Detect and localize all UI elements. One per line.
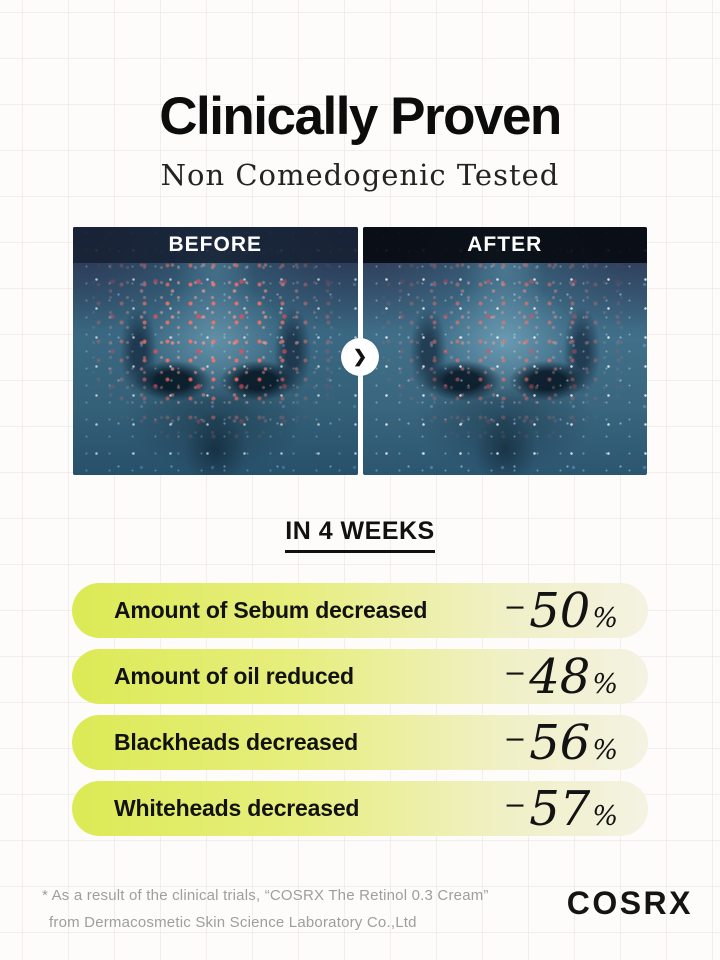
minus-sign: − — [503, 723, 527, 755]
stat-number: 50 — [529, 582, 591, 639]
duration-heading-wrap: IN 4 WEEKS — [0, 517, 720, 554]
clinical-disclaimer: * As a result of the clinical trials, “C… — [42, 882, 489, 937]
minus-sign: − — [503, 789, 527, 821]
duration-heading: IN 4 WEEKS — [285, 517, 435, 554]
stat-value: − 50 % — [504, 587, 618, 635]
sebum-dots-texture — [84, 251, 347, 441]
stat-label: Blackheads decreased — [114, 729, 359, 756]
stat-label: Whiteheads decreased — [114, 795, 360, 822]
header: Clinically Proven Non Comedogenic Tested — [0, 0, 720, 192]
before-label: BEFORE — [168, 233, 262, 257]
stat-row-oil: Amount of oil reduced − 48 % — [72, 649, 648, 705]
stat-number: 56 — [529, 714, 591, 771]
stat-value: − 48 % — [504, 653, 618, 701]
arrow-right-icon[interactable]: ❯ — [341, 338, 379, 377]
page-title: Clinically Proven — [159, 87, 562, 146]
stat-value: − 57 % — [504, 785, 618, 833]
after-label: AFTER — [467, 233, 543, 257]
stat-number: 57 — [529, 780, 591, 837]
stat-label: Amount of Sebum decreased — [114, 597, 428, 624]
after-label-bar: AFTER — [362, 227, 647, 264]
percent-unit: % — [592, 800, 618, 832]
results-list: Amount of Sebum decreased − 50 % Amount … — [72, 583, 648, 837]
minus-sign: − — [503, 657, 527, 689]
before-after-comparison: BEFORE AFTER ❯ — [73, 227, 647, 476]
chevron-glyph: ❯ — [352, 347, 368, 367]
after-photo: AFTER — [362, 227, 647, 476]
percent-unit: % — [592, 734, 618, 766]
cosrx-logo: COSRX — [566, 885, 693, 921]
stat-row-sebum: Amount of Sebum decreased − 50 % — [72, 583, 648, 639]
stat-value: − 56 % — [504, 719, 618, 767]
disclaimer-line-1: * As a result of the clinical trials, “C… — [42, 887, 489, 904]
minus-sign: − — [503, 591, 527, 623]
before-photo: BEFORE — [73, 227, 358, 476]
sebum-dots-texture — [373, 251, 636, 441]
footer: * As a result of the clinical trials, “C… — [0, 882, 720, 937]
stat-label: Amount of oil reduced — [114, 663, 354, 690]
disclaimer-line-2: from Dermacosmetic Skin Science Laborato… — [49, 914, 417, 932]
stat-row-blackheads: Blackheads decreased − 56 % — [72, 715, 648, 771]
stat-number: 48 — [529, 648, 591, 705]
percent-unit: % — [592, 602, 618, 634]
stat-row-whiteheads: Whiteheads decreased − 57 % — [72, 781, 648, 837]
before-label-bar: BEFORE — [73, 227, 358, 264]
page-subtitle: Non Comedogenic Tested — [160, 158, 560, 193]
percent-unit: % — [592, 668, 618, 700]
